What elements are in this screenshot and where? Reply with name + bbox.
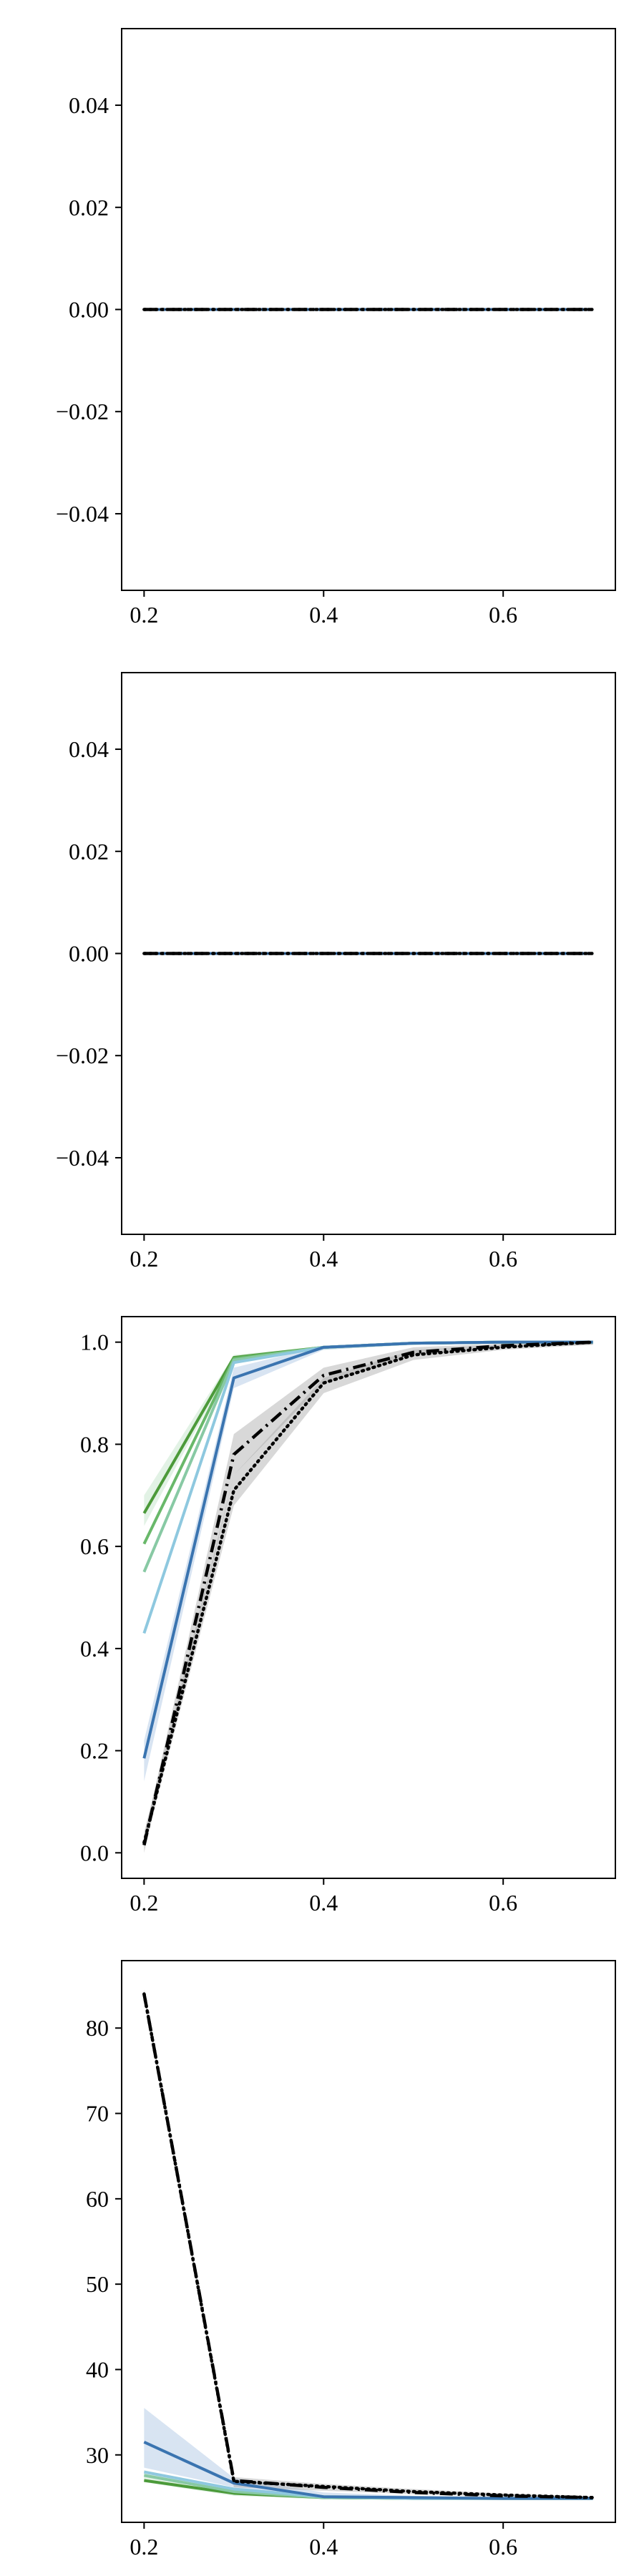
y-tick-label: −0.04 <box>56 501 109 527</box>
series-line-4 <box>143 2441 593 2500</box>
y-tick-label: 0.6 <box>80 1533 109 1559</box>
axes-frame <box>121 1960 616 2523</box>
y-tick-label: 1.0 <box>80 1330 109 1355</box>
x-tick-label: 0.2 <box>130 2534 158 2560</box>
chart-panel-3: 0.2 0.4 0.6 0.0 0.2 0.4 0.6 0.8 1.0 <box>0 1288 644 1932</box>
x-tick-label: 0.6 <box>489 1890 517 1916</box>
plot-area <box>142 1340 595 1853</box>
x-tick-label: 0.4 <box>309 1246 338 1272</box>
x-tick-label: 0.4 <box>309 602 338 628</box>
y-tick-label: 0.00 <box>69 297 109 323</box>
chart-panel-4: 0.2 0.4 0.6 30 40 50 60 70 80 <box>0 1932 644 2576</box>
axes-frame <box>121 1316 616 1879</box>
chart-panel-1: 0.2 0.4 0.6 −0.04 −0.02 0.00 0.02 0.04 <box>0 0 644 644</box>
chart-1: 0.2 0.4 0.6 −0.04 −0.02 0.00 0.02 0.04 <box>56 28 616 628</box>
x-tick-label: 0.2 <box>130 1246 158 1272</box>
x-tick-label: 0.4 <box>309 1890 338 1916</box>
confidence-band-3 <box>144 1342 593 1853</box>
y-tick-label: 80 <box>86 2015 109 2041</box>
y-tick-label: 40 <box>86 2356 109 2382</box>
y-tick-label: −0.02 <box>56 399 109 424</box>
y-tick-label: 30 <box>86 2442 109 2468</box>
series-line-6 <box>142 1994 593 2499</box>
chart-panel-2: 0.2 0.4 0.6 −0.04 −0.02 0.00 0.02 0.04 <box>0 644 644 1288</box>
series-line-5 <box>142 1992 595 2499</box>
chart-4: 0.2 0.4 0.6 30 40 50 60 70 80 <box>86 1960 616 2560</box>
confidence-band-3 <box>144 1989 593 2499</box>
y-tick-label: 0.8 <box>80 1431 109 1457</box>
chart-2: 0.2 0.4 0.6 −0.04 −0.02 0.00 0.02 0.04 <box>56 672 616 1272</box>
y-tick-label: 0.0 <box>80 1840 109 1865</box>
y-tick-label: 0.2 <box>80 1738 109 1764</box>
y-tick-label: −0.02 <box>56 1043 109 1068</box>
confidence-band-4 <box>144 1342 593 1848</box>
y-tick-label: 60 <box>86 2186 109 2212</box>
y-tick-label: 0.4 <box>80 1636 109 1662</box>
y-tick-label: 0.04 <box>69 736 109 762</box>
chart-3: 0.2 0.4 0.6 0.0 0.2 0.4 0.6 0.8 1.0 <box>80 1316 616 1916</box>
series-line-7 <box>142 1340 593 1846</box>
y-tick-label: 50 <box>86 2271 109 2297</box>
x-tick-label: 0.4 <box>309 2534 338 2560</box>
x-tick-label: 0.2 <box>130 602 158 628</box>
x-tick-label: 0.2 <box>130 1890 158 1916</box>
series-line-5 <box>142 1340 593 1759</box>
y-tick-label: 0.02 <box>69 839 109 864</box>
plot-area <box>142 1989 595 2500</box>
y-tick-label: 0.00 <box>69 941 109 967</box>
x-tick-label: 0.6 <box>489 2534 517 2560</box>
x-tick-label: 0.6 <box>489 602 517 628</box>
x-tick-label: 0.6 <box>489 1246 517 1272</box>
y-tick-label: −0.04 <box>56 1145 109 1171</box>
y-tick-label: 0.04 <box>69 92 109 118</box>
y-tick-label: 0.02 <box>69 195 109 220</box>
series-line-6 <box>142 1340 595 1845</box>
y-tick-label: 70 <box>86 2101 109 2127</box>
